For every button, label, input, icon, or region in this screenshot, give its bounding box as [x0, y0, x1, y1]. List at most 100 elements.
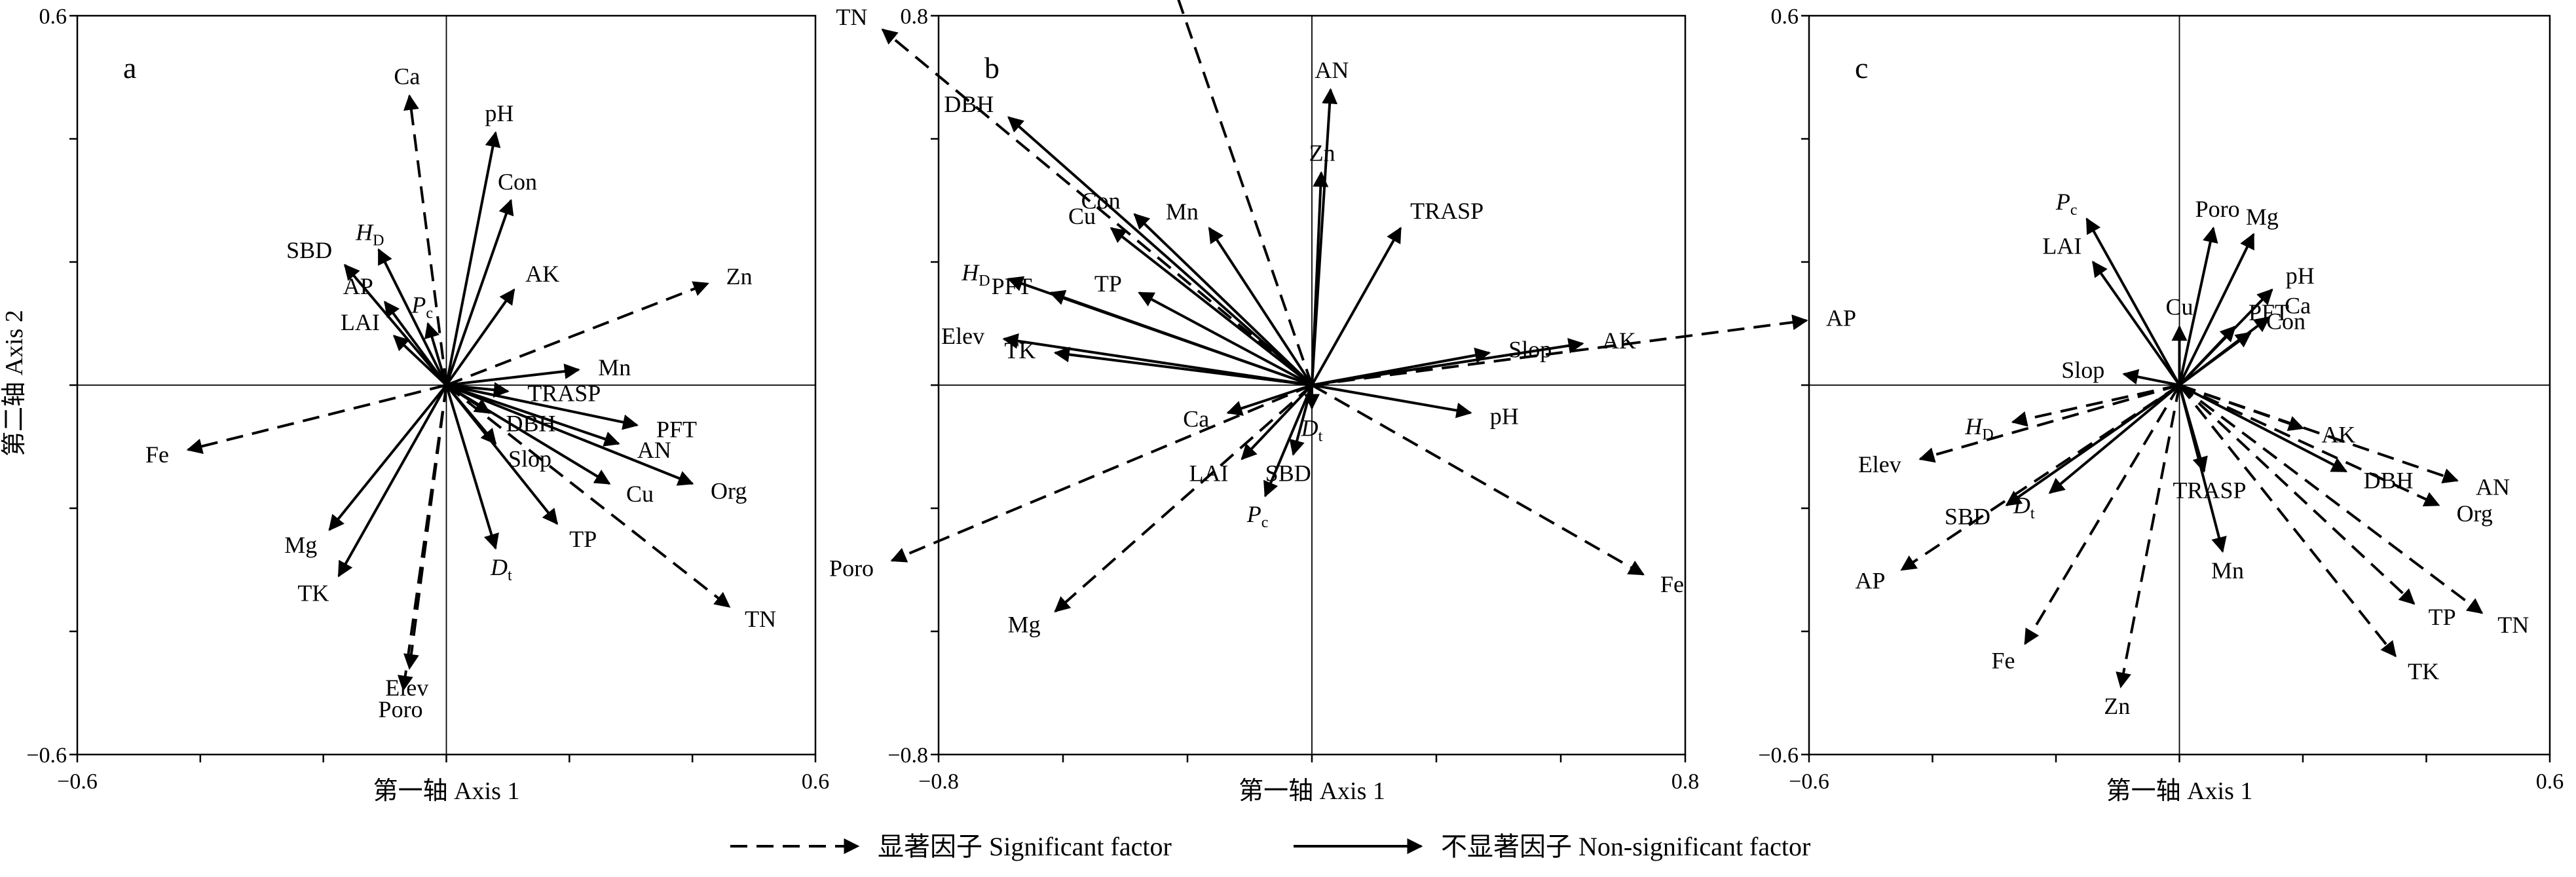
vector-tn — [2178, 384, 2484, 614]
vector-tk — [2178, 384, 2397, 658]
y-tick-label-max: 0.6 — [39, 5, 67, 29]
vector-label-ph: pH — [485, 100, 513, 126]
x-tick-label-min: −0.6 — [1789, 770, 1829, 794]
vector-label-elev: Elev — [1858, 451, 1901, 477]
vector-mg — [1054, 384, 1313, 613]
vector-fe — [2024, 384, 2181, 645]
vector-tn — [445, 384, 731, 608]
vector-mn — [1208, 227, 1313, 386]
vector-ap — [1900, 384, 2180, 571]
vector-label-con: Con — [2266, 308, 2305, 334]
vector-label-poro: Poro — [379, 696, 423, 722]
vector-label-sbd: SBD — [1945, 503, 1990, 529]
vector-label-pft: PFT — [992, 273, 1032, 299]
panel-letter: c — [1855, 51, 1868, 84]
vector-mg — [2178, 233, 2255, 386]
vector-label-mn: Mn — [1166, 198, 1199, 225]
vector-label-tn: TN — [836, 4, 867, 30]
vector-label-lai: LAI — [341, 309, 380, 335]
vector-label-poro: Poro — [2195, 196, 2240, 222]
vector-label-con: Con — [498, 169, 537, 195]
vector-trasp — [1311, 227, 1402, 386]
vector-mg — [328, 384, 448, 531]
panel-a: −0.6 0.6 0.6 −0.6 第一轴 Axis 1 a Ca pH Con HD SBD AP P… — [26, 5, 829, 805]
vector-label-tn: TN — [2497, 612, 2529, 638]
vector-an — [2178, 384, 2459, 484]
vector-con — [445, 198, 514, 386]
x-axis-label: 第一轴 Axis 1 — [373, 777, 520, 805]
vector-label-pc: Pc — [1246, 501, 1269, 531]
vector-pft — [2178, 325, 2236, 386]
x-tick-label-max: 0.6 — [2536, 770, 2564, 794]
vector-label-ak: AK — [2321, 422, 2355, 448]
vector-label-zn: Zn — [2104, 693, 2130, 719]
vector-label-con: Con — [1081, 187, 1121, 214]
vector-label-ca: Ca — [2285, 292, 2311, 318]
vector-label-tk: TK — [2408, 658, 2439, 684]
vector-zn — [1311, 171, 1329, 386]
vector-label-mg: Mg — [1008, 611, 1041, 637]
vector-pc — [2085, 217, 2181, 386]
vector-cu — [1110, 227, 1313, 386]
vector-label-tk: TK — [297, 580, 329, 606]
vector-label-ap: AP — [343, 273, 373, 299]
y-tick-label-max: 0.6 — [1771, 5, 1799, 29]
vector-elev — [403, 384, 448, 670]
vector-con — [1133, 213, 1313, 386]
y-tick-label-min: −0.8 — [887, 743, 928, 768]
vector-mn — [2178, 384, 2227, 553]
vector-dbh — [2178, 384, 2348, 473]
y-axis-label: 第二轴 Axis 2 — [1, 310, 28, 457]
vector-slop — [2122, 369, 2180, 386]
vector-fe — [186, 384, 447, 455]
vector-label-ca: Ca — [1183, 406, 1209, 432]
vector-label-pft: PFT — [656, 416, 697, 442]
vector-label-cu: Cu — [1068, 203, 1096, 229]
x-tick-label-max: 0.6 — [802, 770, 830, 794]
vector-ph — [1311, 384, 1472, 419]
vector-label-zn: Zn — [1309, 140, 1335, 166]
panel-c: −0.6 0.6 0.6 −0.6 第一轴 Axis 1 c Pc Poro Mg LAI pH Cu… — [1758, 5, 2564, 805]
vector-label-ca: Ca — [394, 63, 420, 89]
vector-label-cu: Cu — [626, 481, 654, 507]
vector-label-trasp: TRASP — [1410, 198, 1484, 224]
vector-label-an: AN — [637, 437, 671, 463]
vector-label-mg: Mg — [284, 532, 317, 558]
vector-label-hd: HD — [355, 219, 384, 249]
vector-lai — [1241, 384, 1313, 460]
vector-label-zn: Zn — [726, 263, 753, 289]
vector-tp — [1138, 291, 1313, 386]
vector-dt — [2048, 384, 2180, 494]
vector-label-an: AN — [1315, 57, 1349, 83]
vector-label-poro: Poro — [829, 555, 874, 581]
vector-hd — [2011, 384, 2180, 427]
vector-zn — [2116, 384, 2181, 688]
vector-zn — [445, 281, 709, 386]
vector-label-an: AN — [2476, 474, 2510, 500]
vector-label-dt: Dt — [490, 554, 512, 584]
vector-label-sbd: SBD — [286, 237, 332, 263]
vector-label-ph: pH — [2286, 263, 2315, 289]
vector-tn — [881, 28, 1313, 386]
vector-label-hd: HD — [1964, 413, 1993, 443]
vector-ak — [445, 288, 515, 386]
vector-tp — [445, 384, 559, 525]
panel-letter: b — [984, 51, 999, 84]
vector-an — [445, 384, 620, 447]
vector-ph — [445, 131, 501, 386]
x-axis-label: 第一轴 Axis 1 — [1239, 777, 1385, 805]
vector-dbh — [1007, 116, 1313, 386]
vector-ap — [383, 301, 448, 386]
vector-con — [2178, 331, 2252, 386]
x-tick-label-min: −0.8 — [918, 770, 959, 794]
vector-ap — [1311, 314, 1808, 386]
vector-label-mn: Mn — [598, 354, 631, 381]
vector-label-mg: Mg — [2246, 204, 2279, 230]
vector-dt — [445, 384, 499, 550]
vector-lai — [2091, 261, 2181, 386]
vector-poro — [2178, 226, 2218, 386]
x-tick-label-min: −0.6 — [57, 770, 98, 794]
